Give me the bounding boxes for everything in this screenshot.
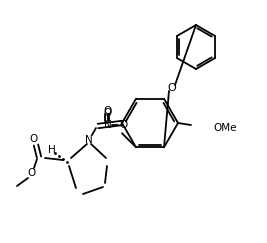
Text: H: H bbox=[48, 145, 56, 155]
Text: O: O bbox=[27, 168, 35, 178]
Text: N: N bbox=[104, 120, 112, 130]
Text: O: O bbox=[168, 83, 176, 93]
Text: O: O bbox=[103, 107, 111, 118]
Text: O: O bbox=[30, 134, 38, 144]
Text: N: N bbox=[85, 135, 93, 145]
Text: O: O bbox=[104, 106, 112, 116]
Text: O: O bbox=[119, 120, 127, 130]
Text: OMe: OMe bbox=[213, 123, 237, 133]
